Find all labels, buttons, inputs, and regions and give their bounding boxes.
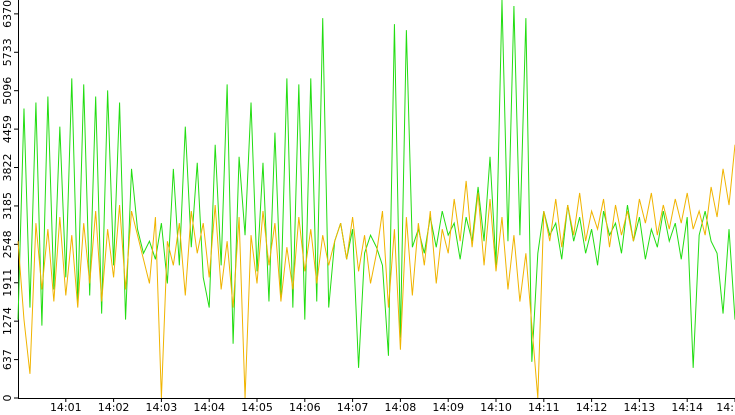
y-tick-label: 6370 (1, 0, 14, 28)
x-tick-label: 14:08 (385, 401, 417, 414)
x-tick-label: 14:06 (289, 401, 321, 414)
y-tick-label: 2548 (1, 230, 14, 258)
y-tick-label: 0 (1, 395, 14, 402)
series-line (17, 0, 735, 368)
series-line (17, 144, 735, 399)
x-tick-label: 14:11 (528, 401, 560, 414)
x-tick-label: 14:10 (480, 401, 512, 414)
y-tick-label: 3822 (1, 154, 14, 182)
y-tick-label: 5096 (1, 77, 14, 105)
y-tick-label: 4459 (1, 115, 14, 143)
x-tick-label: 14:13 (624, 401, 656, 414)
x-tick-label: 14:07 (337, 401, 369, 414)
x-tick-label: 14:04 (193, 401, 225, 414)
x-tick-label: 14:09 (432, 401, 464, 414)
x-tick-label: 14:02 (98, 401, 130, 414)
x-tick-label: 14:05 (241, 401, 273, 414)
y-tick-label: 637 (1, 349, 14, 370)
x-tick-label: 14: (716, 401, 734, 414)
x-tick-label: 14:14 (671, 401, 703, 414)
y-tick-label: 5733 (1, 38, 14, 66)
x-tick-label: 14:03 (146, 401, 178, 414)
y-tick-label: 1274 (1, 307, 14, 335)
x-tick-label: 14:01 (50, 401, 82, 414)
y-tick-label: 1911 (1, 269, 14, 297)
y-tick-label: 3185 (1, 192, 14, 220)
x-tick-label: 14:12 (576, 401, 608, 414)
